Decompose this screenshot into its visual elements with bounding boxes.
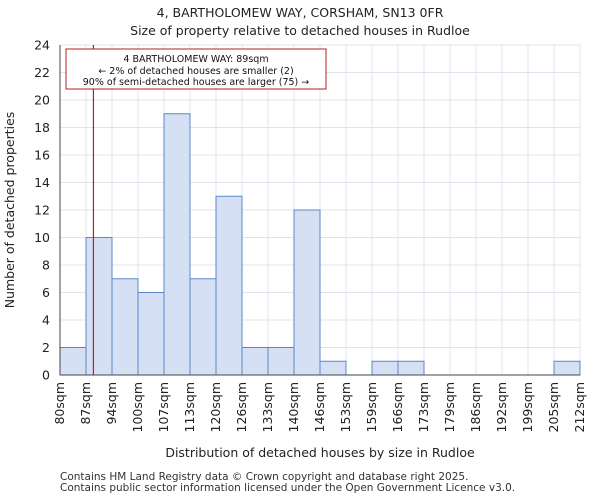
x-tick-label: 205sqm: [546, 382, 561, 432]
annotation-line-3: 90% of semi-detached houses are larger (…: [83, 77, 310, 88]
chart-title-block: 4, BARTHOLOMEW WAY, CORSHAM, SN13 0FR Si…: [0, 4, 600, 40]
bars: [59, 113, 581, 376]
x-tick-label: 100sqm: [130, 382, 145, 432]
x-tick-label: 212sqm: [572, 382, 587, 432]
x-tick-label: 199sqm: [520, 382, 535, 432]
histogram-bar: [293, 209, 321, 376]
histogram-bar: [267, 347, 295, 376]
footer-line-1: Contains HM Land Registry data © Crown c…: [60, 471, 469, 483]
y-tick-label: 2: [42, 340, 50, 355]
x-tick-label: 173sqm: [416, 382, 431, 432]
x-tick-label: 140sqm: [286, 382, 301, 432]
x-tick-label: 126sqm: [234, 382, 249, 432]
annotation-line-1: 4 BARTHOLOMEW WAY: 89sqm: [123, 54, 268, 65]
x-tick-label: 186sqm: [468, 382, 483, 432]
annotation-line-2: ← 2% of detached houses are smaller (2): [98, 66, 293, 77]
y-tick-label: 22: [34, 65, 50, 80]
histogram-bar: [215, 195, 243, 376]
chart-title: 4, BARTHOLOMEW WAY, CORSHAM, SN13 0FR: [156, 5, 444, 20]
x-tick-label: 153sqm: [338, 382, 353, 432]
y-tick-label: 8: [42, 258, 50, 273]
y-tick-label: 20: [34, 93, 50, 108]
annotation-border: [65, 48, 327, 90]
x-tick-label: 166sqm: [390, 382, 405, 432]
x-tick-label: 107sqm: [156, 382, 171, 432]
histogram-bar: [59, 347, 87, 376]
histogram-bar: [85, 237, 113, 376]
x-tick-label: 94sqm: [104, 382, 119, 425]
x-tick-label: 146sqm: [312, 382, 327, 432]
chart-subtitle: Size of property relative to detached ho…: [130, 23, 470, 38]
x-tick-label: 192sqm: [494, 382, 509, 432]
x-tick-label: 120sqm: [208, 382, 223, 432]
histogram-bar: [241, 347, 269, 376]
y-tick-label: 0: [42, 368, 50, 383]
axes: [59, 45, 580, 376]
footer: Contains HM Land Registry data © Crown c…: [60, 472, 515, 494]
x-axis-label: Distribution of detached houses by size …: [165, 445, 475, 460]
x-tick-label: 113sqm: [182, 382, 197, 432]
y-tick-label: 16: [34, 148, 50, 163]
x-tick-label: 133sqm: [260, 382, 275, 432]
histogram-bar: [189, 278, 217, 376]
histogram-bar: [163, 113, 191, 376]
y-tick-label: 6: [42, 285, 50, 300]
y-tick-label: 12: [34, 203, 50, 218]
histogram-bar: [553, 360, 581, 376]
y-tick-label: 10: [34, 230, 50, 245]
x-tick-label: 80sqm: [52, 382, 67, 425]
x-tick-label: 87sqm: [78, 382, 93, 425]
y-tick-label: 4: [42, 313, 50, 328]
y-tick-label: 24: [34, 38, 50, 53]
histogram-bar: [397, 360, 425, 376]
y-tick-label: 18: [34, 120, 50, 135]
annotation-box: 4 BARTHOLOMEW WAY: 89sqm ← 2% of detache…: [65, 48, 327, 90]
histogram-bar: [111, 278, 139, 376]
y-tick-label: 14: [34, 175, 50, 190]
histogram-bar: [319, 360, 347, 376]
x-tick-label: 179sqm: [442, 382, 457, 432]
histogram-bar: [137, 292, 165, 376]
histogram-bar: [371, 360, 399, 376]
x-tick-labels: 80sqm 87sqm 94sqm 100sqm 107sqm 113sqm 120sqm 1…: [52, 382, 587, 432]
footer-line-2: Contains public sector information licen…: [60, 482, 516, 494]
x-tick-label: 159sqm: [364, 382, 379, 432]
y-axis-label: Number of detached properties: [2, 112, 17, 309]
